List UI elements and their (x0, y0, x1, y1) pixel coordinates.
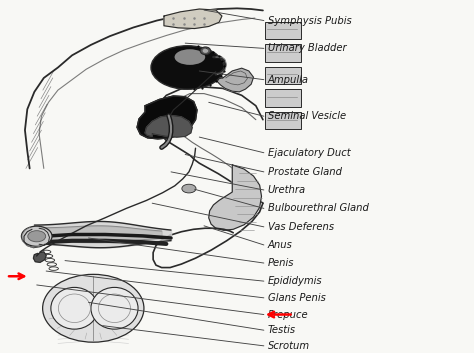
Bar (265, 22, 301, 39)
Text: Ampulla: Ampulla (268, 75, 309, 85)
Ellipse shape (182, 184, 196, 193)
Ellipse shape (28, 231, 46, 242)
Bar (265, 67, 301, 84)
Polygon shape (217, 68, 254, 92)
Ellipse shape (151, 46, 224, 89)
Text: Vas Deferens: Vas Deferens (268, 222, 334, 232)
Text: Urinary Bladder: Urinary Bladder (268, 43, 346, 53)
Bar (265, 112, 301, 130)
Polygon shape (209, 165, 262, 231)
Text: Testis: Testis (268, 325, 296, 335)
Text: Prostate Gland: Prostate Gland (268, 167, 342, 177)
Text: Penis: Penis (268, 258, 294, 268)
Polygon shape (137, 96, 197, 139)
Text: Epididymis: Epididymis (268, 276, 322, 286)
Ellipse shape (21, 226, 52, 246)
Polygon shape (145, 115, 192, 137)
Ellipse shape (91, 287, 138, 329)
Ellipse shape (51, 287, 98, 329)
Ellipse shape (200, 47, 210, 55)
Text: Urethra: Urethra (268, 185, 306, 195)
Text: Bulbourethral Gland: Bulbourethral Gland (268, 203, 368, 214)
Text: Anus: Anus (268, 240, 292, 250)
Text: Symphysis Pubis: Symphysis Pubis (268, 16, 351, 25)
Text: Scrotum: Scrotum (268, 341, 310, 351)
Ellipse shape (174, 49, 205, 65)
Ellipse shape (43, 274, 144, 342)
Text: Seminal Vesicle: Seminal Vesicle (268, 111, 346, 121)
Bar (265, 89, 301, 107)
Polygon shape (34, 252, 46, 262)
Ellipse shape (202, 49, 208, 53)
Text: Glans Penis: Glans Penis (268, 293, 326, 303)
Text: Ejaculatory Duct: Ejaculatory Duct (268, 148, 350, 158)
Bar (265, 44, 301, 61)
Polygon shape (164, 9, 222, 29)
Text: Prepuce: Prepuce (268, 310, 308, 319)
